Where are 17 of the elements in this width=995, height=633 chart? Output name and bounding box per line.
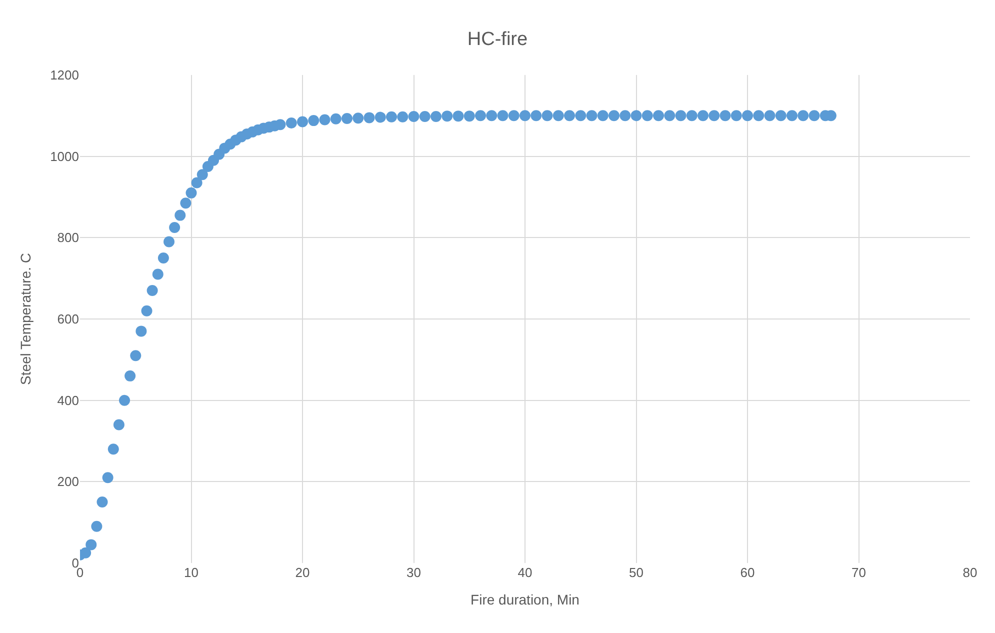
chart-title: HC-fire [467,28,528,50]
x-tick-label: 80 [962,565,978,580]
y-tick-label: 200 [57,474,79,490]
y-tick-label: 400 [57,392,79,408]
x-tick-label: 60 [740,565,755,580]
x-tick-label: 50 [629,565,644,580]
x-tick-label: 10 [184,565,198,580]
x-tick-label: 40 [518,565,532,580]
y-tick-label: 1000 [50,148,79,164]
y-tick-label: 800 [57,230,79,246]
x-tick-label: 30 [406,565,421,580]
x-tick-label: 70 [852,565,866,580]
y-axis-title: Steel Temperature. C [18,252,34,386]
x-tick-label: 20 [295,565,310,580]
x-axis-title: Fire duration, Min [470,591,580,608]
y-tick-label: 600 [57,312,79,327]
y-tick-label: 1200 [50,68,79,83]
